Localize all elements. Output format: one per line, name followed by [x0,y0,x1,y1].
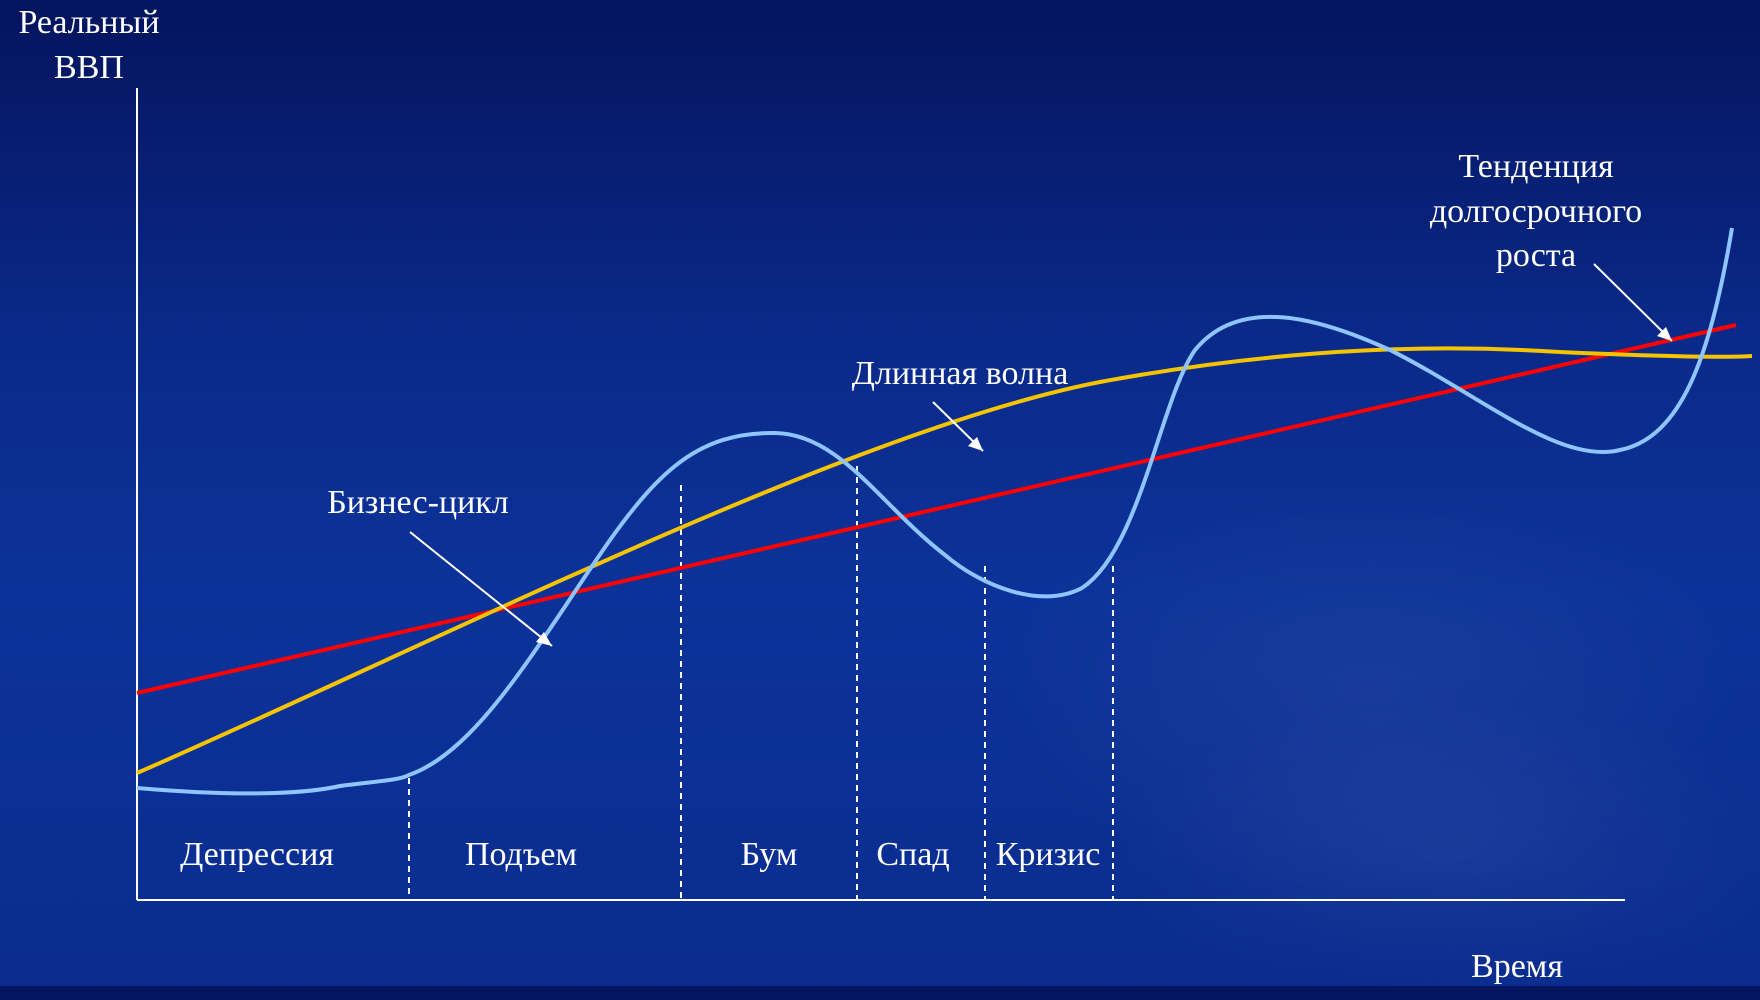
trend-label-line2: долгосрочного [1430,193,1642,230]
phase-label-recovery: Подъем [465,836,577,873]
business-cycle-label: Бизнес-цикл [327,484,509,521]
business-cycle-curve [136,227,1734,796]
background-swoosh [980,480,1760,900]
phase-label-crisis: Кризис [996,836,1101,873]
background-swoosh-lower [1100,700,1760,1000]
trend-line [136,323,1737,695]
long-wave-pointer [932,401,984,452]
trend-pointer [1593,263,1673,342]
trend-label-line3: роста [1496,237,1576,274]
phase-label-boom: Бум [741,836,798,873]
y-axis-label-line1: Реальный [18,4,159,41]
y-axis-label-line2: ВВП [54,49,124,86]
long-wave-label: Длинная волна [852,355,1069,392]
business-cycle-pointer [409,531,553,647]
x-axis-label: Время [1471,948,1563,985]
phase-label-depression: Депрессия [180,836,334,873]
trend-label-line1: Тенденция [1458,148,1614,185]
long-wave-curve [136,346,1753,775]
phase-label-decline: Спад [876,836,949,873]
